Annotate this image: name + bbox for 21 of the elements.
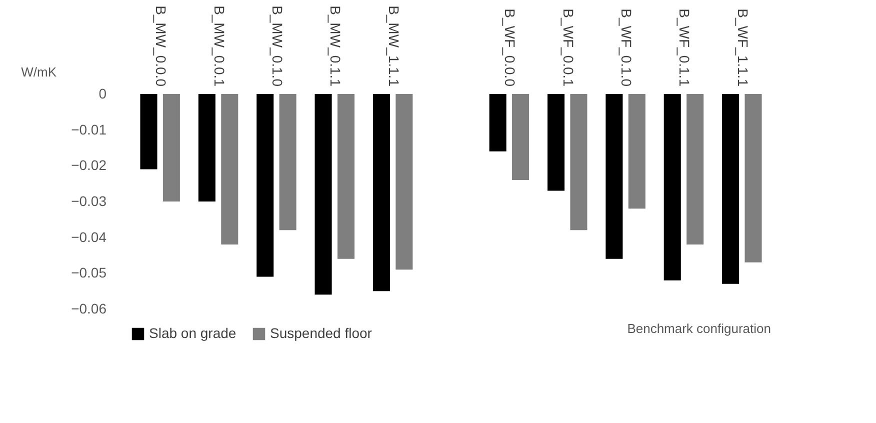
- x-tick-label: B_MW_0.0.1: [211, 6, 228, 87]
- x-tick-label: B_MW_1.1.1: [386, 6, 402, 87]
- y-tick-label: −0.02: [71, 157, 107, 174]
- legend-label: Slab on grade: [149, 325, 236, 341]
- x-tick-label: B_WF_0.0.0: [502, 8, 518, 87]
- x-tick-label: B_WF_0.1.0: [618, 8, 635, 87]
- legend-label: Suspended floor: [270, 325, 372, 341]
- x-tick-label: B_MW_0.1.0: [269, 6, 286, 87]
- y-tick-label: −0.05: [71, 264, 107, 281]
- y-axis-title: W/mK: [21, 64, 57, 80]
- x-tick-label: B_WF_0.0.1: [560, 8, 576, 87]
- x-tick-label: B_WF_0.1.1: [676, 8, 693, 87]
- y-tick-label: −0.04: [71, 228, 107, 245]
- y-tick-label: −0.01: [71, 121, 107, 138]
- y-tick-label: −0.03: [71, 193, 107, 209]
- x-tick-label: B_WF_1.1.1: [734, 8, 751, 87]
- x-tick-label: B_MW_0.0.0: [153, 6, 170, 87]
- x-tick-label: B_MW_0.1.1: [328, 6, 344, 87]
- y-tick-label: 0: [98, 86, 107, 102]
- y-tick-label: −0.06: [71, 300, 107, 316]
- x-axis-title: Benchmark configuration: [627, 321, 771, 336]
